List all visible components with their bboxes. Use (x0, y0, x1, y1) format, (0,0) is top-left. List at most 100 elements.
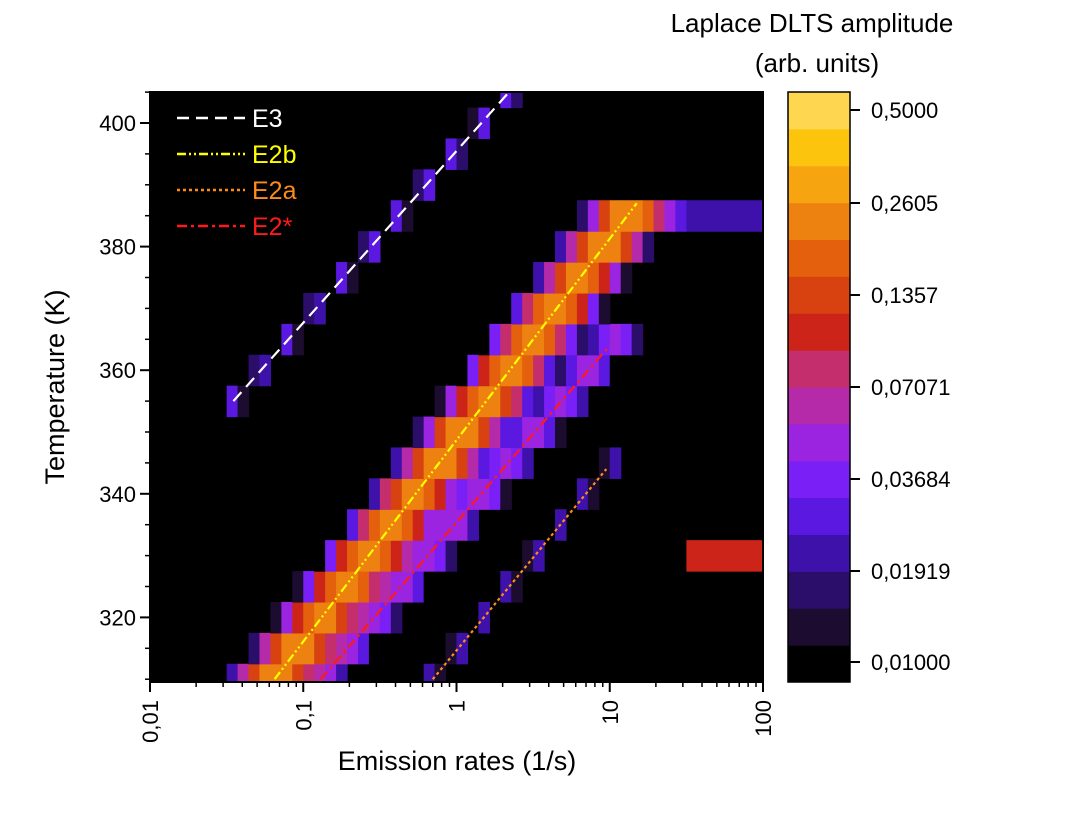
heatmap-cell (500, 385, 512, 418)
heatmap-cell (357, 571, 370, 603)
heatmap-cell (368, 601, 381, 634)
heatmap-cell (576, 200, 589, 232)
heatmap-cell (522, 416, 534, 449)
heatmap-cell (631, 200, 644, 232)
heatmap-cell (555, 262, 567, 294)
heatmap-cell (259, 632, 272, 665)
heatmap-cell (609, 262, 622, 294)
heatmap-cell (456, 632, 469, 665)
y-tick-label: 360 (99, 358, 136, 383)
heatmap-cell (576, 292, 589, 325)
heatmap-cell (368, 478, 381, 510)
heatmap-cell (423, 169, 436, 201)
heatmap-cell (456, 385, 469, 418)
heatmap-cell (555, 416, 567, 449)
heatmap-cell (598, 262, 611, 294)
heatmap-cell (533, 540, 545, 572)
heatmap-cell (467, 416, 479, 449)
heatmap-cell (697, 200, 709, 232)
heatmap-cell (259, 663, 272, 682)
heatmap-cell (368, 571, 381, 603)
colorbar-segment (788, 350, 850, 388)
heatmap-cell (478, 416, 490, 449)
heatmap-cell (401, 200, 414, 232)
colorbar-segment (788, 571, 850, 609)
heatmap-cell (259, 354, 272, 387)
heatmap-cell (511, 354, 523, 387)
heatmap-cell (357, 509, 370, 541)
heatmap-cell (478, 107, 490, 140)
heatmap-cell (412, 478, 425, 510)
heatmap-cell (423, 509, 436, 541)
heatmap-cell (565, 292, 578, 325)
heatmap-cell (347, 509, 359, 541)
legend-label: E2a (252, 177, 297, 205)
heatmap-cell (412, 571, 425, 603)
heatmap-cell (314, 632, 326, 665)
heatmap-cell (445, 385, 458, 418)
heatmap-cell (544, 354, 556, 387)
heatmap-cell (303, 601, 315, 634)
colorbar-title-line1: Laplace DLTS amplitude (671, 8, 954, 38)
heatmap-cell (511, 447, 523, 479)
heatmap-cell (609, 231, 622, 263)
heatmap-cell (631, 231, 644, 263)
heatmap-cell (434, 416, 447, 449)
heatmap-cell (456, 509, 469, 541)
y-axis-label: Temperature (K) (40, 289, 70, 484)
heatmap-cell (620, 200, 633, 232)
heatmap-cell (664, 200, 677, 232)
heatmap-cell (565, 323, 578, 356)
heatmap-cell (609, 200, 622, 232)
heatmap-cell (708, 200, 720, 232)
heatmap-cell (390, 200, 403, 232)
heatmap-cell (292, 632, 304, 665)
heatmap-cell (511, 385, 523, 418)
heatmap-cell (522, 447, 534, 479)
colorbar-segment (788, 645, 850, 683)
heatmap-cell (741, 540, 753, 572)
colorbar-segment (788, 534, 850, 572)
heatmap-cell (708, 540, 720, 572)
heatmap-cell (390, 571, 403, 603)
heatmap-cell (237, 663, 250, 682)
heatmap-cell (314, 571, 326, 603)
heatmap-cell (292, 601, 304, 634)
heatmap-cell (522, 292, 534, 325)
heatmap-cell (555, 354, 567, 387)
heatmap-cell (325, 663, 337, 682)
heatmap-cell (500, 571, 512, 603)
heatmap-cell (368, 231, 381, 263)
x-axis-label: Emission rates (1/s) (338, 746, 577, 776)
heatmap-cell (467, 478, 479, 510)
heatmap-cell (379, 540, 392, 572)
heatmap-cell (686, 540, 698, 572)
heatmap-cell (631, 323, 644, 356)
fit-line-e3 (232, 92, 510, 402)
heatmap-cell (314, 540, 326, 572)
heatmap-cell (686, 200, 698, 232)
heatmap-cell (423, 478, 436, 510)
heatmap-cell (500, 354, 512, 387)
heatmap-cell (412, 169, 425, 201)
heatmap-cell (401, 540, 414, 572)
heatmap-cell (576, 354, 589, 387)
legend-label: E3 (252, 105, 283, 133)
heatmap-cell (423, 571, 436, 603)
heatmap-cell (620, 231, 633, 263)
colorbar-segment (788, 460, 850, 499)
heatmap-cell (303, 292, 315, 325)
heatmap-cell (642, 231, 655, 263)
heatmap-cell (467, 385, 479, 418)
heatmap-cell (456, 138, 469, 170)
heatmap-cell (347, 601, 359, 634)
colorbar-tick-label: 0,01919 (871, 559, 951, 584)
heatmap-cell (390, 540, 403, 572)
heatmap-cell (303, 663, 315, 682)
heatmap-cell (598, 323, 611, 356)
heatmap-cell (555, 292, 567, 325)
heatmap-cell (533, 292, 545, 325)
x-tick-label: 1 (445, 700, 470, 712)
heatmap-cell (423, 663, 436, 682)
heatmap-cell (598, 447, 611, 479)
